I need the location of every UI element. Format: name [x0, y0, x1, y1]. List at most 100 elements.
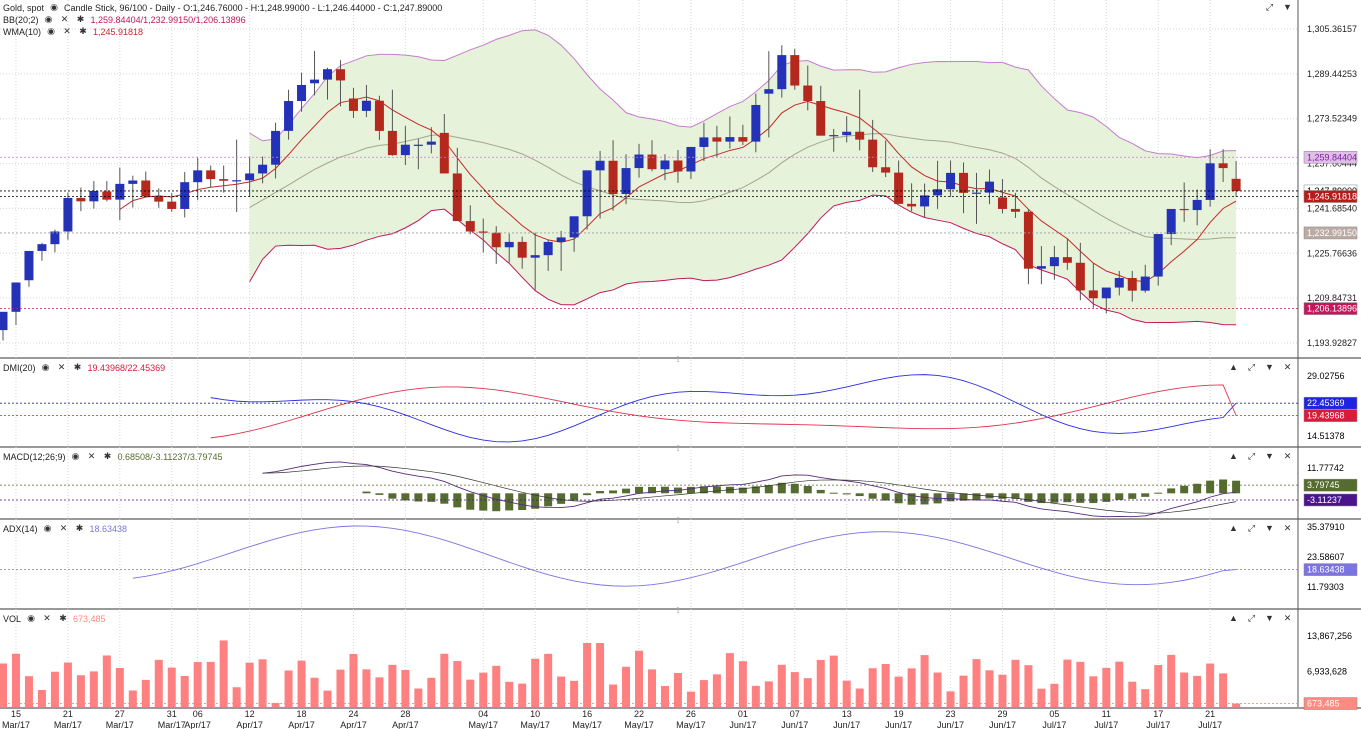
- macd-histogram-bar: [699, 486, 708, 494]
- arrow-up-icon[interactable]: ▲: [1229, 362, 1238, 372]
- arrow-down-icon[interactable]: ▼: [1265, 613, 1274, 623]
- eye-icon[interactable]: ◉: [41, 362, 50, 372]
- volume-bar: [1115, 661, 1124, 707]
- arrow-up-icon[interactable]: ▲: [1229, 613, 1238, 623]
- volume-bar: [1050, 683, 1059, 707]
- arrow-up-icon[interactable]: ▲: [1229, 451, 1238, 461]
- arrow-down-icon[interactable]: ▼: [1265, 362, 1274, 372]
- date-axis-month: Jul/17: [1042, 720, 1066, 729]
- close-icon[interactable]: ✕: [43, 613, 51, 623]
- arrow-down-icon[interactable]: ▼: [1283, 2, 1292, 12]
- maximize-icon[interactable]: ⤢: [1265, 1, 1274, 12]
- gear-icon[interactable]: ✱: [103, 451, 112, 461]
- candle-body: [1101, 287, 1111, 299]
- date-axis-month: Jun/17: [885, 720, 912, 729]
- dmi-plus-line: [210, 374, 1237, 443]
- date-axis-day: 04: [478, 709, 488, 719]
- candle-body: [1179, 208, 1189, 211]
- gear-icon[interactable]: ✱: [75, 523, 84, 533]
- macd-histogram-bar: [427, 493, 436, 502]
- volume-bar: [245, 662, 254, 707]
- candle-body: [50, 231, 60, 245]
- macd-scale-label: 11.77742: [1307, 463, 1344, 473]
- macd-histogram-bar: [570, 493, 579, 501]
- eye-icon[interactable]: ◉: [47, 26, 55, 36]
- date-axis-month: May/17: [520, 720, 550, 729]
- price-tag-bg: [1303, 151, 1358, 164]
- close-icon[interactable]: ✕: [1283, 361, 1292, 372]
- macd-histogram-bar: [362, 491, 371, 494]
- price-scale-label: 1,241.68540: [1307, 203, 1357, 213]
- volume-bar: [102, 655, 111, 707]
- volume-bar: [972, 659, 981, 707]
- bb-label: BB(20;2): [3, 14, 39, 25]
- volume-bar: [660, 685, 669, 707]
- maximize-icon[interactable]: ⤢: [1247, 361, 1256, 372]
- volume-bar: [609, 684, 618, 707]
- volume-bar: [115, 667, 124, 707]
- macd-histogram-bar: [440, 493, 449, 504]
- gear-icon[interactable]: ✱: [59, 613, 67, 623]
- volume-bar: [1089, 676, 1098, 707]
- close-icon[interactable]: ✕: [1283, 612, 1292, 623]
- close-icon[interactable]: ✕: [1283, 522, 1292, 533]
- candle-body: [1127, 277, 1137, 291]
- gear-icon[interactable]: ✱: [79, 26, 87, 36]
- candle-body: [1166, 208, 1176, 235]
- macd-tag-bg: [1303, 478, 1358, 492]
- dmi-tag-bg: [1303, 409, 1358, 422]
- price-tag: 1,245.91818: [1307, 192, 1357, 202]
- date-axis-month: Mar/17: [106, 720, 134, 729]
- candle-body: [984, 181, 994, 193]
- eye-icon[interactable]: ◉: [27, 613, 35, 623]
- arrow-down-icon[interactable]: ▼: [1265, 451, 1274, 461]
- date-axis-month: Apr/17: [236, 720, 263, 729]
- bb-values: 1,259.84404/1,232.99150/1,206.13896: [90, 14, 246, 25]
- candle-body: [517, 241, 527, 258]
- date-axis-month: Jul/17: [1198, 720, 1222, 729]
- dmi-label: DMI(20): [3, 362, 36, 373]
- close-icon[interactable]: ✕: [57, 362, 66, 372]
- close-icon[interactable]: ✕: [59, 523, 68, 533]
- candle-body: [219, 179, 229, 181]
- volume-bar: [686, 691, 695, 707]
- volume-bar: [11, 653, 20, 707]
- gear-icon[interactable]: ✱: [73, 362, 82, 372]
- candle-body: [1023, 211, 1033, 269]
- candle-body: [881, 167, 891, 173]
- date-axis-day: 22: [634, 709, 644, 719]
- maximize-icon[interactable]: ⤢: [1247, 450, 1256, 461]
- volume-bar: [414, 688, 423, 707]
- close-icon[interactable]: ✕: [87, 451, 96, 461]
- close-icon[interactable]: ✕: [60, 14, 69, 24]
- gear-icon[interactable]: ✱: [76, 14, 85, 24]
- macd-histogram-bar: [1154, 492, 1163, 494]
- arrow-up-icon[interactable]: ▲: [1229, 523, 1238, 533]
- eye-icon[interactable]: ◉: [71, 451, 80, 461]
- candle-body: [647, 154, 657, 170]
- close-icon[interactable]: ✕: [63, 26, 71, 36]
- eye-icon[interactable]: ◉: [44, 14, 53, 24]
- candle-body: [115, 183, 125, 200]
- date-axis-day: 06: [193, 709, 203, 719]
- volume-bar: [323, 690, 332, 707]
- arrow-down-icon[interactable]: ▼: [1265, 523, 1274, 533]
- volume-bar: [816, 659, 825, 707]
- close-icon[interactable]: ✕: [1283, 450, 1292, 461]
- macd-histogram-bar: [466, 493, 475, 510]
- macd-histogram-bar: [1141, 493, 1150, 497]
- volume-bar: [1011, 659, 1020, 707]
- eye-icon[interactable]: ◉: [50, 2, 58, 12]
- maximize-icon[interactable]: ⤢: [1247, 612, 1256, 623]
- volume-bar: [725, 653, 734, 707]
- candle-body: [452, 173, 462, 222]
- volume-bar: [803, 678, 812, 707]
- macd-histogram-bar: [803, 485, 812, 494]
- eye-icon[interactable]: ◉: [43, 523, 52, 533]
- candle-body: [0, 311, 8, 331]
- macd-histogram-bar: [998, 493, 1007, 499]
- date-axis-month: Jun/17: [989, 720, 1016, 729]
- macd-histogram-bar: [1102, 493, 1111, 502]
- maximize-icon[interactable]: ⤢: [1247, 522, 1256, 533]
